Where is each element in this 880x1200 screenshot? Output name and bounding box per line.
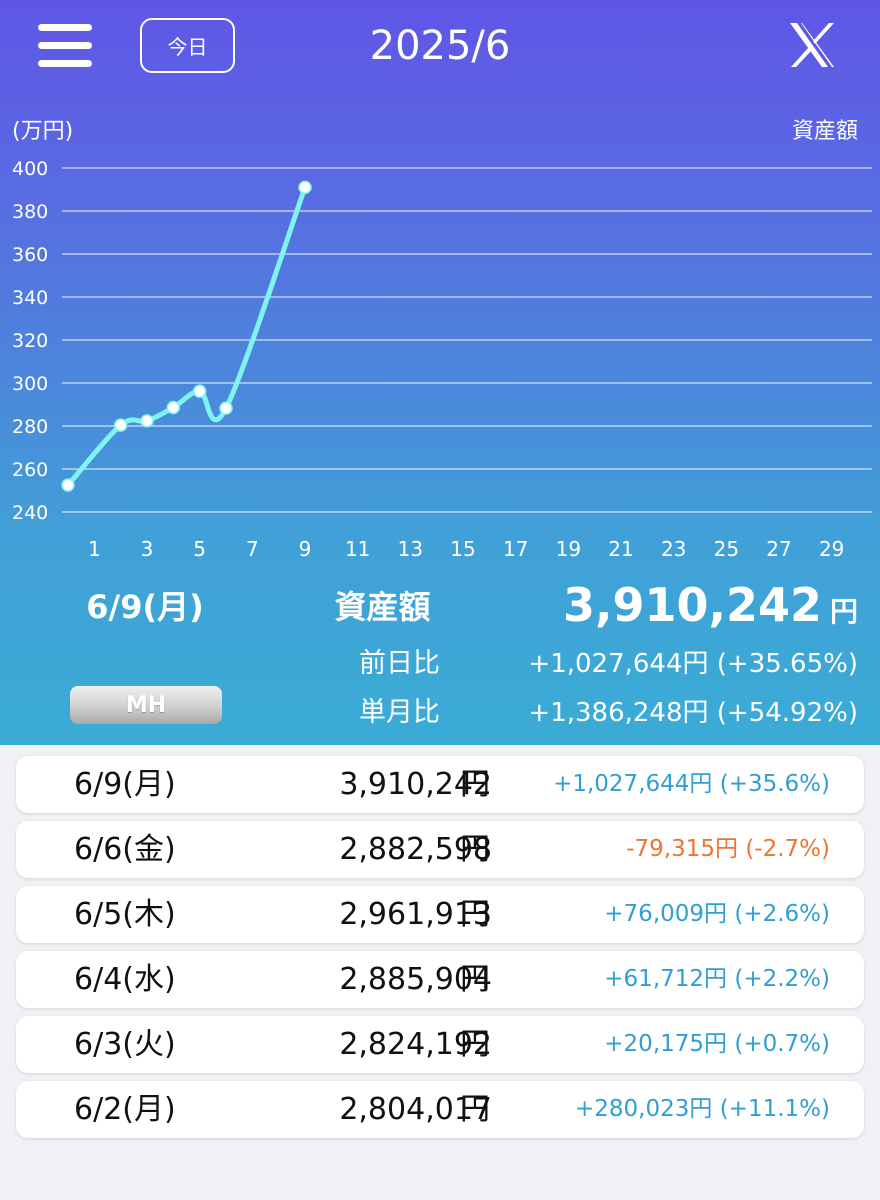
y-tick-label: 340 (12, 287, 48, 309)
y-axis-unit-label: (万円) (12, 119, 73, 144)
x-tick-label: 13 (398, 537, 423, 561)
daily-asset-list: 6/9(月) 3,910,242 円 +1,027,644円 (+35.6%) … (16, 756, 864, 1146)
list-item[interactable]: 6/9(月) 3,910,242 円 +1,027,644円 (+35.6%) (16, 756, 864, 813)
asset-value: 3,910,242 円 (563, 575, 858, 635)
prev-day-label: 前日比 (359, 648, 440, 679)
row-diff: +20,175円 (+0.7%) (604, 1031, 830, 1057)
y-tick-label: 280 (12, 416, 48, 438)
list-item[interactable]: 6/2(月) 2,804,017 円 +280,023円 (+11.1%) (16, 1081, 864, 1138)
row-amount: 2,882,598 (339, 832, 492, 867)
x-tick-label: 3 (141, 537, 154, 561)
row-unit: 円 (460, 767, 490, 802)
y-tick-label: 360 (12, 244, 48, 266)
asset-amount: 3,910,242 (562, 578, 822, 632)
asset-series-line (65, 184, 308, 488)
month-compare-value: +1,386,248円 (+54.92%) (528, 698, 858, 728)
x-tick-label: 9 (299, 537, 312, 561)
list-item[interactable]: 6/4(水) 2,885,904 円 +61,712円 (+2.2%) (16, 951, 864, 1008)
x-tick-label: 23 (661, 537, 686, 561)
series-label: 資産額 (792, 119, 858, 144)
month-title: 2025/6 (369, 23, 511, 69)
row-amount: 2,961,913 (339, 897, 492, 932)
row-amount: 3,910,242 (339, 767, 492, 802)
asset-summary-panel: 今日 2025/6 (万円) 資産額 240 260 280 300 320 340 360… (0, 0, 880, 745)
row-unit: 円 (460, 1027, 490, 1062)
y-tick-label: 380 (12, 201, 48, 223)
row-unit: 円 (460, 832, 490, 867)
x-logo-icon[interactable] (788, 22, 836, 68)
x-tick-label: 25 (714, 537, 739, 561)
x-tick-label: 29 (819, 537, 844, 561)
x-tick-label: 1 (88, 537, 101, 561)
month-compare-label: 単月比 (359, 697, 440, 728)
asset-label: 資産額 (334, 588, 431, 626)
hamburger-menu-icon[interactable] (38, 24, 92, 68)
x-tick-label: 7 (246, 537, 259, 561)
y-tick-label: 300 (12, 373, 48, 395)
mh-button[interactable]: MH (70, 686, 222, 724)
row-unit: 円 (460, 962, 490, 997)
x-tick-label: 17 (503, 537, 528, 561)
row-date: 6/6(金) (74, 832, 176, 867)
data-point (166, 400, 181, 415)
y-tick-label: 260 (12, 459, 48, 481)
x-tick-label: 5 (193, 537, 206, 561)
prev-day-value: +1,027,644円 (+35.65%) (528, 649, 858, 679)
asset-unit: 円 (829, 595, 858, 628)
row-amount: 2,804,017 (339, 1092, 492, 1127)
row-diff: +76,009円 (+2.6%) (604, 901, 830, 927)
data-point (61, 478, 75, 492)
row-date: 6/5(木) (74, 897, 176, 932)
row-diff: +280,023円 (+11.1%) (575, 1096, 830, 1122)
today-button[interactable]: 今日 (140, 18, 235, 73)
y-tick-label: 400 (12, 158, 48, 180)
data-point (140, 414, 154, 428)
row-unit: 円 (460, 897, 490, 932)
row-date: 6/2(月) (74, 1092, 176, 1127)
list-item[interactable]: 6/6(金) 2,882,598 円 -79,315円 (-2.7%) (16, 821, 864, 878)
row-amount: 2,824,192 (339, 1027, 492, 1062)
data-point (298, 180, 312, 195)
x-tick-label: 21 (608, 537, 633, 561)
row-date: 6/3(火) (74, 1027, 176, 1062)
row-diff: +61,712円 (+2.2%) (604, 966, 830, 992)
data-point (192, 384, 207, 398)
y-tick-label: 240 (12, 502, 48, 524)
row-date: 6/4(水) (74, 962, 176, 997)
y-tick-label: 320 (12, 330, 48, 352)
x-tick-label: 19 (556, 537, 581, 561)
row-date: 6/9(月) (74, 767, 176, 802)
data-point (219, 401, 233, 415)
row-diff: -79,315円 (-2.7%) (626, 836, 830, 862)
list-item[interactable]: 6/3(火) 2,824,192 円 +20,175円 (+0.7%) (16, 1016, 864, 1073)
x-tick-label: 11 (345, 537, 370, 561)
x-tick-label: 15 (450, 537, 475, 561)
data-point (113, 418, 128, 432)
row-diff: +1,027,644円 (+35.6%) (553, 771, 830, 797)
selected-date: 6/9(月) (86, 588, 204, 626)
row-unit: 円 (460, 1092, 490, 1127)
row-amount: 2,885,904 (339, 962, 492, 997)
list-item[interactable]: 6/5(木) 2,961,913 円 +76,009円 (+2.6%) (16, 886, 864, 943)
x-tick-label: 27 (766, 537, 791, 561)
